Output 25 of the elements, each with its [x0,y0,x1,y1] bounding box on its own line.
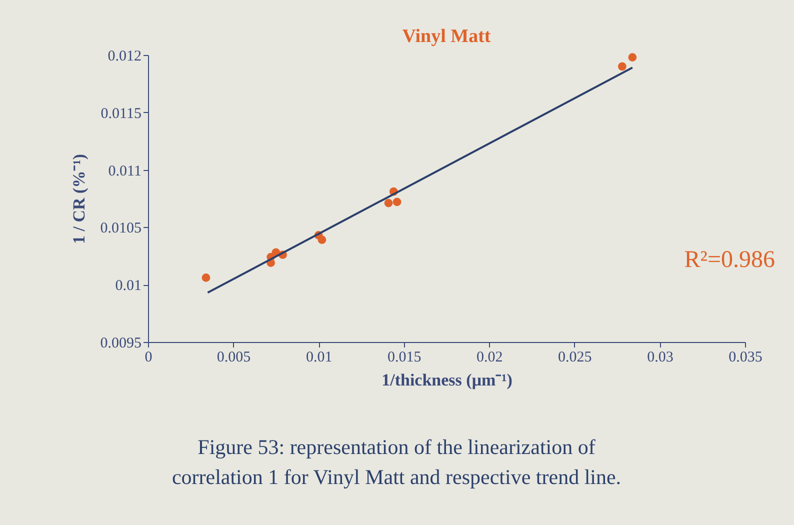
point [318,236,326,244]
y-tick-label: 0.01 [115,278,142,294]
point [628,53,637,62]
y-tick-label: 0.0105 [100,220,142,237]
caption: Figure 53: representation of the linearization of correlation 1 for Vinyl Matt and respective trend line. [172,435,622,489]
x-tick-label: 0.015 [387,350,422,366]
x-tick-label: 0.025 [558,350,592,366]
y-axis-title: 1 / CR (%⁻¹) [69,154,88,244]
y-tick-label: 0.011 [108,163,142,180]
y-tick-label: 0.0095 [100,336,142,352]
y-tick-label: 0.0115 [100,106,142,122]
x-axis-title: 1/thickness (μm⁻¹) [382,370,512,390]
x-tick-label: 0 [144,350,152,366]
y-tick-label: 0.012 [108,48,142,64]
chart-title: Vinyl Matt [402,26,492,47]
x-tick-label: 0.005 [216,350,251,366]
x-tick-label: 0.03 [647,350,674,366]
x-tick-label: 0.02 [476,350,503,366]
x-tick-label: 0.01 [306,350,332,366]
point [384,198,393,208]
annotation: R²=0.986 [684,247,775,273]
point [392,198,402,206]
point [618,62,626,71]
point [202,274,210,282]
x-tick-label: 0.035 [728,350,762,366]
